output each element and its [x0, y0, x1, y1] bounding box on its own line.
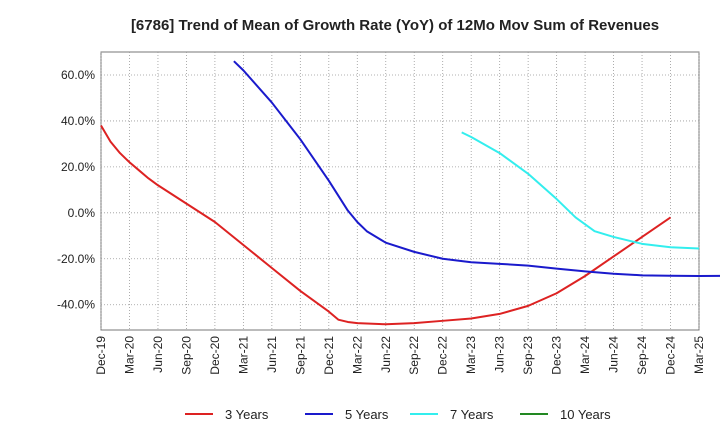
- legend: 3 Years 5 Years 7 Years 10 Years: [185, 407, 611, 422]
- x-tick-label: Sep-23: [521, 336, 535, 375]
- x-tick-label: Sep-20: [179, 336, 193, 375]
- series-lines: [100, 60, 720, 326]
- chart-title: [6786] Trend of Mean of Growth Rate (YoY…: [131, 17, 659, 34]
- grid-lines: [100, 52, 700, 330]
- x-tick-label: Mar-23: [464, 336, 478, 374]
- x-tick-label: Mar-25: [692, 336, 706, 374]
- x-tick-label: Dec-22: [436, 336, 450, 375]
- x-tick-label: Jun-23: [493, 336, 507, 373]
- plot-area: [100, 51, 700, 331]
- x-tick-label: Mar-21: [236, 336, 250, 374]
- x-tick-label: Jun-22: [379, 336, 393, 373]
- x-tick-label: Dec-20: [208, 336, 222, 375]
- y-tick-label: 40.0%: [61, 114, 95, 128]
- x-tick-label: Sep-22: [407, 336, 421, 375]
- y-axis: 60.0% 40.0% 20.0% 0.0% -20.0% -40.0%: [57, 68, 95, 312]
- x-tick-label: Sep-21: [293, 336, 307, 375]
- series-line-3-years: [100, 125, 672, 326]
- x-tick-label: Mar-24: [578, 336, 592, 374]
- y-tick-label: 0.0%: [68, 206, 96, 220]
- x-tick-label: Dec-19: [94, 336, 108, 375]
- x-tick-label: Jun-21: [265, 336, 279, 373]
- series-line-7-years: [461, 131, 700, 250]
- x-tick-label: Jun-24: [607, 336, 621, 373]
- legend-label: 7 Years: [450, 407, 494, 422]
- legend-label: 10 Years: [560, 407, 611, 422]
- x-axis: Dec-19 Mar-20 Jun-20 Sep-20 Dec-20 Mar-21 Jun-…: [94, 336, 706, 375]
- series-line-5-years: [233, 60, 720, 278]
- x-tick-label: Mar-20: [122, 336, 136, 374]
- y-tick-label: -20.0%: [57, 252, 95, 266]
- y-tick-label: 60.0%: [61, 68, 95, 82]
- x-tick-label: Sep-24: [635, 336, 649, 375]
- y-tick-label: 20.0%: [61, 160, 95, 174]
- x-tick-label: Dec-21: [322, 336, 336, 375]
- x-tick-label: Dec-24: [664, 336, 678, 375]
- y-tick-label: -40.0%: [57, 298, 95, 312]
- x-tick-label: Jun-20: [151, 336, 165, 373]
- x-tick-label: Mar-22: [350, 336, 364, 374]
- legend-label: 5 Years: [345, 407, 389, 422]
- legend-label: 3 Years: [225, 407, 269, 422]
- x-tick-label: Dec-23: [550, 336, 564, 375]
